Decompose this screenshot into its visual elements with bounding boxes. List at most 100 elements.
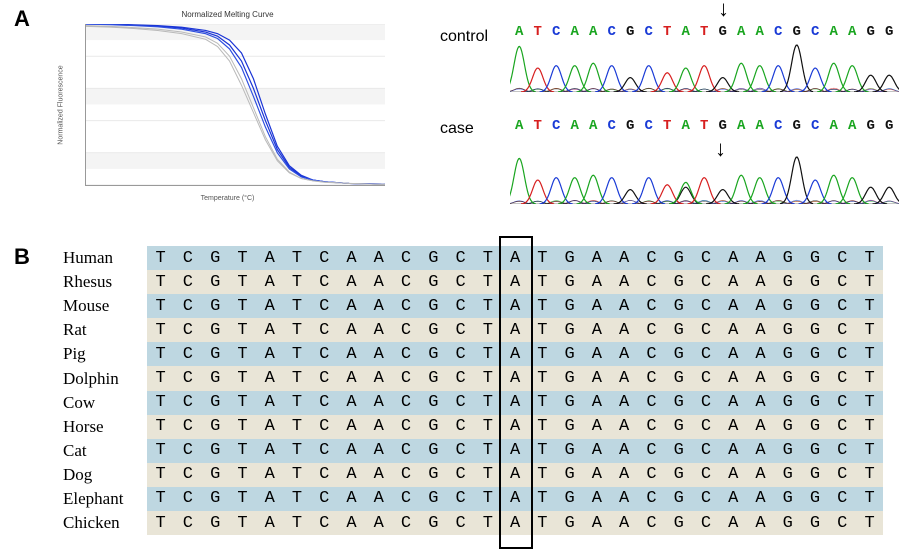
species-label: Pig [63,342,147,366]
alignment-cell: A [501,487,528,511]
alignment-cell: A [583,342,610,366]
alignment-cell: T [283,391,310,415]
alignment-cell: A [256,246,283,270]
species-label: Horse [63,415,147,439]
species-label: Cow [63,391,147,415]
alignment-cell: A [338,366,365,390]
alignment-cell: A [338,318,365,342]
alignment-cell: C [311,294,338,318]
alignment-cell: C [392,294,419,318]
alignment-cell: A [583,511,610,535]
alignment-cell: G [774,487,801,511]
alignment-cell: T [229,463,256,487]
alignment-cell: G [801,463,828,487]
alignment-cell: C [692,318,719,342]
bases-case: ATCAACGCTATGAACGCAAGG [510,118,899,134]
alignment-cell: C [829,463,856,487]
base-letter: G [788,24,807,40]
alignment-cell: T [474,415,501,439]
alignment-cell: T [283,270,310,294]
alignment-cell: C [447,439,474,463]
alignment-cell: T [529,294,556,318]
alignment-cell: C [392,246,419,270]
alignment-cell: T [229,270,256,294]
alignment-cell: A [611,270,638,294]
alignment-cell: A [720,318,747,342]
alignment-cell: G [801,439,828,463]
alignment-cell: A [501,366,528,390]
alignment-cell: T [529,270,556,294]
alignment-cell: A [501,294,528,318]
alignment-cell: C [311,463,338,487]
alignment-cell: G [420,270,447,294]
figure-root: A B Normalized Melting Curve Normalized … [0,0,923,553]
alignment-cell: C [311,487,338,511]
alignment-cell: T [474,294,501,318]
alignment-cell: A [720,439,747,463]
alignment-cell: A [747,246,774,270]
alignment-cell: C [392,415,419,439]
alignment-cell: C [692,463,719,487]
alignment-cell: A [365,270,392,294]
alignment-cell: T [474,511,501,535]
base-letter: T [529,118,548,134]
alignment-cell: A [720,294,747,318]
alignment-cell: A [338,487,365,511]
alignment-cells: TCGTATCAACGCTATGAACGCAAGGCT [147,318,883,342]
base-letter: A [566,118,585,134]
alignment-cell: C [392,511,419,535]
alignment-cell: C [638,366,665,390]
panel-label-b: B [14,244,30,270]
alignment-cell: T [283,463,310,487]
base-letter: G [862,118,881,134]
alignment-cell: C [638,487,665,511]
alignment-cell: C [638,391,665,415]
alignment-cell: G [202,487,229,511]
alignment-cell: A [365,342,392,366]
alignment-cell: G [774,270,801,294]
alignment-cell: A [611,511,638,535]
base-letter: T [658,118,677,134]
alignment-cell: A [583,415,610,439]
alignment-cell: G [801,246,828,270]
alignment-cell: C [447,415,474,439]
alignment-cell: A [365,463,392,487]
alignment-cell: A [338,439,365,463]
alignment-cell: C [447,511,474,535]
alignment-cell: A [501,511,528,535]
alignment-cell: A [583,366,610,390]
base-letter: A [825,24,844,40]
alignment-cell: T [283,439,310,463]
alignment-row: MouseTCGTATCAACGCTATGAACGCAAGGCT [63,294,883,318]
panel-label-a: A [14,6,30,32]
alignment-cell: G [202,463,229,487]
alignment-cell: A [501,463,528,487]
alignment-cell: G [420,342,447,366]
alignment-cell: C [174,342,201,366]
alignment-cell: G [801,342,828,366]
base-letter: C [547,24,566,40]
alignment-cell: A [611,415,638,439]
base-letter: G [862,24,881,40]
label-case: case [440,120,474,138]
alignment-cell: T [474,270,501,294]
alignment-cell: C [692,270,719,294]
alignment-cell: A [747,415,774,439]
alignment-cell: A [338,391,365,415]
species-label: Mouse [63,294,147,318]
alignment-cell: G [665,270,692,294]
alignment-cell: C [692,366,719,390]
alignment-cell: A [720,415,747,439]
alignment-cell: C [311,270,338,294]
alignment-row: CowTCGTATCAACGCTATGAACGCAAGGCT [63,391,883,415]
alignment-cell: G [420,246,447,270]
alignment-cell: A [256,487,283,511]
alignment-cell: A [365,294,392,318]
alignment-cell: C [638,294,665,318]
alignment-cell: T [856,318,883,342]
alignment-cell: C [692,342,719,366]
alignment-cell: C [447,318,474,342]
alignment-cell: T [147,318,174,342]
alignment-cell: A [747,439,774,463]
alignment-cell: T [147,439,174,463]
